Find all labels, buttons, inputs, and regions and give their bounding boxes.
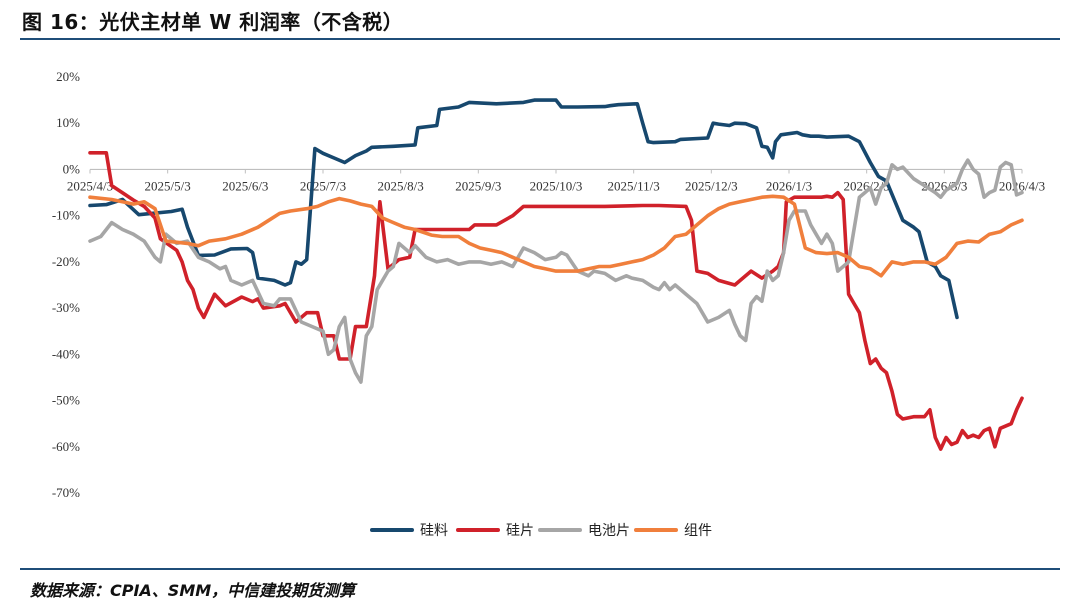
series-line-0 [88,98,959,320]
legend-label: 组件 [684,523,712,539]
y-tick-label: -70% [52,485,80,500]
series-line-2 [88,158,1024,384]
legend: 硅料 硅片 电池片 组件 [370,523,712,539]
series-lines [88,98,1024,451]
legend-label: 电池片 [588,523,630,539]
x-tick-label: 2025/10/3 [530,178,583,193]
y-tick-label: -10% [52,208,80,223]
x-tick-label: 2026/2/3 [844,178,890,193]
y-tick-label: -30% [52,300,80,315]
x-tick-label: 2025/12/3 [685,178,738,193]
legend-label: 硅片 [506,523,534,539]
figure-title: 图 16：光伏主材单 W 利润率（不含税） [22,10,404,34]
x-tick-label: 2025/9/3 [455,178,501,193]
x-axis-ticks: 2025/4/3 2025/5/3 2025/6/3 2025/7/3 2025/8/3… [67,169,1045,193]
y-tick-label: -50% [52,393,80,408]
x-tick-label: 2025/7/3 [300,178,346,193]
x-tick-label: 2026/4/3 [999,178,1045,193]
legend-label: 硅料 [420,523,448,539]
series-line-3 [88,194,1024,278]
x-tick-label: 2025/8/3 [378,178,424,193]
x-tick-label: 2025/6/3 [222,178,268,193]
source-rule [20,568,1060,570]
series-line-1 [88,151,1024,451]
y-tick-label: -40% [52,346,80,361]
y-tick-label: -20% [52,254,80,269]
y-tick-label: 0% [63,161,81,176]
title-rule [20,38,1060,40]
data-source-note: 数据来源：CPIA、SMM，中信建投期货测算 [30,581,356,600]
y-tick-label: 20% [56,69,80,84]
y-axis-ticks: 20% 10% 0% -10% -20% -30% -40% -50% -60% -70% [52,69,80,500]
x-tick-label: 2025/5/3 [145,178,191,193]
x-tick-label: 2025/4/3 [67,178,113,193]
x-tick-label: 2025/11/3 [608,178,660,193]
y-tick-label: 10% [56,115,80,130]
y-tick-label: -60% [52,439,80,454]
x-tick-label: 2026/1/3 [766,178,812,193]
